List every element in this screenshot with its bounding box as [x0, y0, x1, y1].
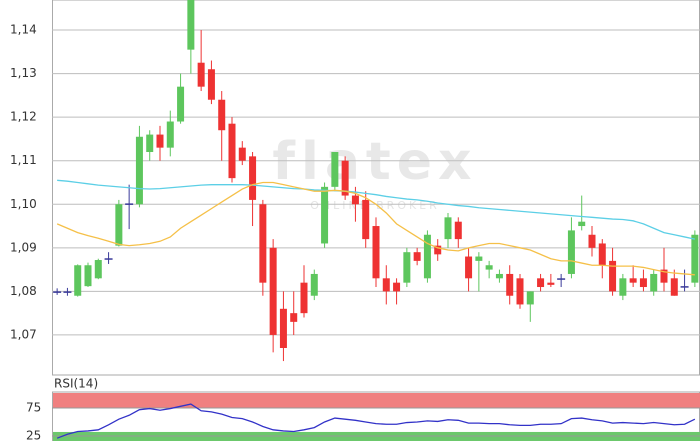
candle-body: [598, 243, 606, 266]
candle-body: [197, 62, 205, 87]
candle-body: [506, 273, 514, 296]
candle-body: [259, 204, 267, 283]
y-tick-label: 1,07: [10, 327, 37, 341]
candle-body: [228, 123, 236, 179]
candle-body: [279, 308, 287, 348]
rsi-title: RSI(14): [54, 377, 98, 391]
candle-body: [372, 226, 380, 279]
candle-body: [341, 160, 349, 196]
candle-body: [125, 203, 134, 205]
candle-body: [680, 286, 689, 288]
y-tick-label: 75: [26, 400, 41, 414]
y-tick-label: 1,08: [10, 284, 37, 298]
candle-body: [413, 252, 421, 261]
candle-body: [557, 278, 566, 280]
candle-body: [351, 195, 359, 205]
candle-body: [290, 313, 298, 322]
plot-frame: [52, 0, 700, 376]
candle-body: [53, 291, 62, 293]
candle-body: [444, 217, 452, 240]
candle-body: [639, 278, 647, 288]
y-tick-label: 1,14: [10, 23, 37, 37]
candle-body: [516, 278, 524, 305]
candle-body: [156, 134, 164, 148]
watermark: flatex: [272, 132, 477, 192]
candle-body: [403, 252, 411, 283]
candle-body: [691, 234, 699, 283]
candle-body: [115, 204, 123, 246]
candle-body: [331, 152, 339, 187]
candle-body: [650, 273, 658, 292]
y-tick-label: 25: [26, 428, 41, 441]
candle-body: [454, 221, 462, 240]
candle-body: [238, 147, 246, 161]
candle-body: [362, 199, 370, 240]
candle-body: [393, 282, 401, 292]
y-tick-label: 1,12: [10, 110, 37, 124]
candle-body: [465, 256, 473, 279]
overbought-band: [53, 393, 700, 408]
watermark-subtitle: ONLINE BROKER: [310, 199, 440, 212]
candle-body: [166, 121, 174, 148]
candle-body: [187, 0, 195, 50]
candle-body: [660, 269, 668, 283]
candle-body: [578, 221, 586, 227]
candle-body: [382, 278, 390, 292]
oversold-band: [53, 431, 700, 441]
candle-body: [249, 156, 257, 200]
candle-body: [537, 278, 545, 288]
candle-body: [146, 134, 154, 153]
candle-body: [609, 260, 617, 292]
y-tick-label: 1,13: [10, 66, 37, 80]
candle-body: [619, 278, 627, 296]
candle-body: [567, 230, 575, 274]
candle-body: [310, 273, 318, 296]
candle-body: [207, 69, 215, 100]
y-tick-label: 1,11: [10, 153, 37, 167]
candle-body: [423, 234, 431, 279]
candle-body: [434, 245, 442, 255]
candle-body: [74, 265, 82, 296]
candle-body: [526, 291, 534, 305]
candle-body: [135, 136, 143, 205]
candle-body: [495, 273, 503, 279]
candle-body: [629, 278, 637, 283]
candle-body: [485, 265, 493, 270]
rsi-line: [56, 403, 696, 439]
candle-body: [321, 186, 329, 244]
candle-body: [269, 247, 277, 335]
moving-average: [56, 181, 695, 276]
moving-average: [57, 179, 695, 240]
y-tick-label: 1,09: [10, 240, 37, 254]
candle-body: [63, 291, 72, 293]
candle-body: [84, 265, 92, 287]
candle-body: [588, 234, 596, 248]
candle-body: [475, 256, 483, 261]
candle-body: [547, 282, 555, 285]
candle-body: [177, 86, 185, 122]
candle-body: [300, 282, 308, 314]
candle-body: [670, 278, 678, 296]
candle-body: [104, 258, 113, 260]
y-tick-label: 1,10: [10, 197, 37, 211]
candle-body: [94, 260, 102, 279]
candle-body: [218, 99, 226, 131]
